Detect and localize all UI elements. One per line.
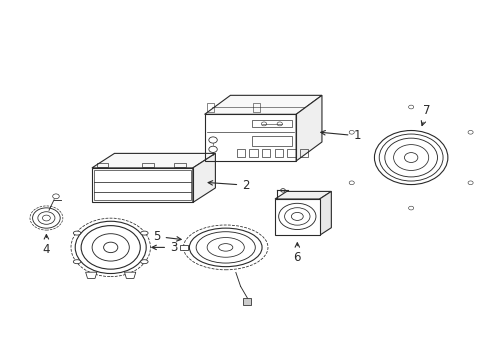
- Circle shape: [348, 181, 353, 185]
- Bar: [262, 149, 270, 157]
- Ellipse shape: [207, 238, 244, 257]
- Polygon shape: [192, 153, 215, 202]
- Polygon shape: [274, 192, 331, 199]
- Circle shape: [408, 206, 413, 210]
- Bar: [249, 149, 257, 157]
- Bar: [243, 298, 251, 305]
- Bar: [252, 120, 291, 127]
- Ellipse shape: [404, 153, 417, 162]
- Bar: [300, 149, 308, 157]
- Polygon shape: [274, 199, 319, 235]
- Ellipse shape: [393, 145, 428, 171]
- Ellipse shape: [73, 260, 81, 264]
- Ellipse shape: [73, 231, 81, 235]
- Ellipse shape: [33, 208, 60, 228]
- Ellipse shape: [196, 232, 255, 263]
- Ellipse shape: [92, 234, 129, 261]
- Ellipse shape: [141, 231, 148, 235]
- Ellipse shape: [42, 215, 50, 221]
- Text: 4: 4: [42, 235, 50, 256]
- Bar: [274, 149, 283, 157]
- Polygon shape: [204, 95, 321, 114]
- Circle shape: [467, 181, 472, 185]
- Ellipse shape: [81, 226, 140, 269]
- Ellipse shape: [384, 138, 437, 177]
- Bar: [287, 149, 295, 157]
- Polygon shape: [92, 153, 215, 168]
- Ellipse shape: [218, 244, 232, 251]
- Circle shape: [408, 105, 413, 109]
- Bar: [236, 149, 244, 157]
- Text: 3: 3: [152, 241, 177, 254]
- Ellipse shape: [189, 228, 262, 267]
- Ellipse shape: [374, 131, 447, 185]
- Text: 5: 5: [153, 230, 181, 243]
- Ellipse shape: [75, 221, 146, 274]
- Text: 2: 2: [208, 179, 249, 192]
- Text: 7: 7: [421, 104, 430, 126]
- Bar: [252, 136, 291, 146]
- Polygon shape: [180, 245, 187, 250]
- Polygon shape: [319, 192, 331, 235]
- Polygon shape: [296, 95, 321, 161]
- Ellipse shape: [103, 242, 118, 253]
- Circle shape: [348, 130, 353, 134]
- Circle shape: [467, 130, 472, 134]
- Text: 1: 1: [320, 129, 360, 142]
- Polygon shape: [124, 272, 136, 278]
- Bar: [94, 170, 190, 200]
- Ellipse shape: [38, 212, 55, 224]
- Text: 6: 6: [293, 243, 301, 264]
- Bar: [252, 103, 260, 112]
- Polygon shape: [85, 272, 97, 278]
- Bar: [207, 103, 214, 112]
- Ellipse shape: [379, 134, 442, 181]
- Ellipse shape: [141, 260, 148, 264]
